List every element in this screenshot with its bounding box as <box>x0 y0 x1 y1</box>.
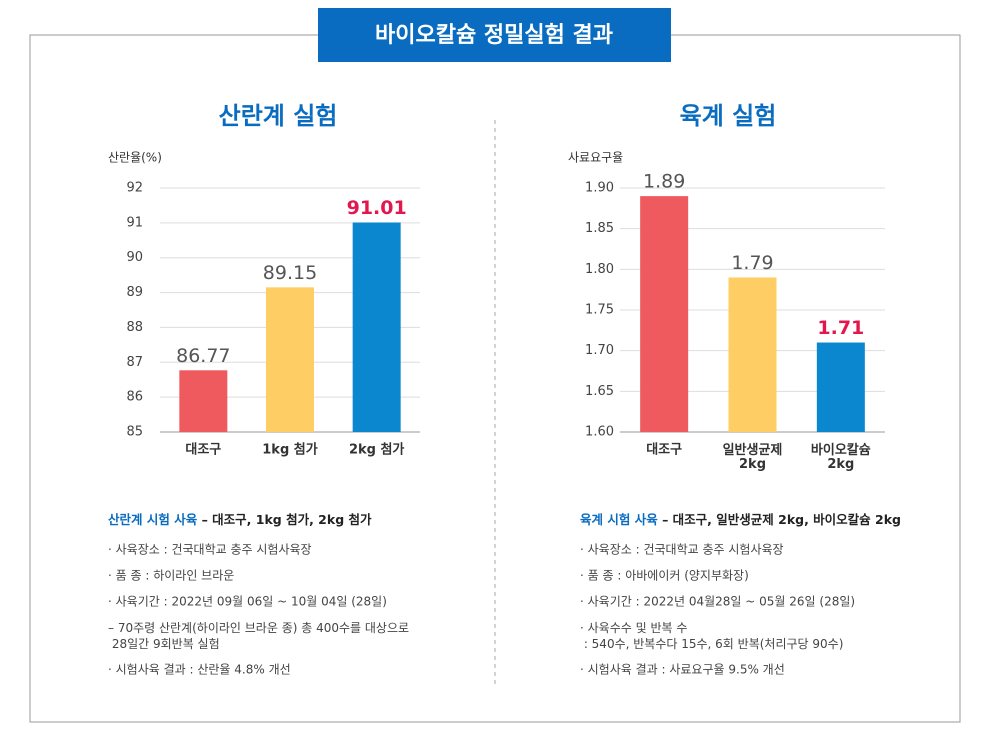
notes-heading: 육계 시험 사육 – 대조구, 일반생균제 2kg, 바이오칼슘 2kg <box>580 512 901 527</box>
note-item: · 사육기간 : 2022년 09월 06일 ~ 10월 04일 (28일) <box>108 595 387 609</box>
note-item: · 사육장소 : 건국대학교 충주 시험사육장 <box>580 543 784 557</box>
y-axis-label: 사료요구율 <box>568 151 623 165</box>
x-tick-label: 일반생균제 2kg <box>723 442 783 472</box>
y-tick-label: 1.75 <box>585 303 614 318</box>
chart-title: 육계 실험 <box>680 102 777 130</box>
note-item: – 70주령 산란계(하이라인 브라운 종) 총 400수를 대상으로 28일간… <box>108 621 409 651</box>
bar <box>266 287 314 432</box>
value-label: 91.01 <box>347 197 407 219</box>
bar <box>640 196 689 432</box>
bar <box>179 370 228 432</box>
y-tick-label: 1.90 <box>585 181 614 196</box>
y-tick-label: 89 <box>126 285 143 300</box>
y-tick-label: 88 <box>126 320 143 335</box>
heading-detail: – 대조구, 1kg 첨가, 2kg 첨가 <box>197 512 372 527</box>
y-tick-label: 1.60 <box>585 425 614 440</box>
note-item: · 시험사육 결과 : 사료요구율 9.5% 개선 <box>580 663 785 677</box>
y-tick-label: 1.70 <box>585 343 614 358</box>
y-tick-label: 87 <box>126 355 143 370</box>
x-tick-label: 대조구 <box>646 443 682 458</box>
value-label: 86.77 <box>176 345 230 367</box>
page-title: 바이오칼슘 정밀실험 결과 <box>375 22 613 48</box>
x-tick-label: 2kg 첨가 <box>349 442 404 458</box>
note-item: · 사육수수 및 반복 수 : 540수, 반복수다 15수, 6회 반복(처리… <box>580 621 843 651</box>
y-tick-label: 91 <box>126 215 143 230</box>
note-item: · 사육기간 : 2022년 04월28일 ~ 05월 26일 (28일) <box>580 595 855 609</box>
y-tick-label: 86 <box>126 390 143 405</box>
heading-label: 육계 시험 사육 <box>580 512 658 527</box>
y-tick-label: 1.65 <box>585 384 614 399</box>
bar <box>816 342 865 432</box>
chart-title: 산란계 실험 <box>219 102 338 130</box>
value-label: 89.15 <box>263 262 317 284</box>
bar <box>352 222 401 432</box>
y-axis-label: 산란율(%) <box>108 151 162 165</box>
title-banner <box>318 8 671 62</box>
x-tick-label: 바이오칼슘 2kg <box>811 442 871 472</box>
note-item: · 품 종 : 아바에이커 (양지부화장) <box>580 569 749 583</box>
x-tick-label: 대조구 <box>185 443 221 458</box>
y-tick-label: 1.85 <box>585 221 614 236</box>
note-item: · 사육장소 : 건국대학교 충주 시험사육장 <box>108 543 312 557</box>
heading-label: 산란계 시험 사육 <box>108 512 198 527</box>
value-label: 1.89 <box>643 171 685 193</box>
notes-heading: 산란계 시험 사육 – 대조구, 1kg 첨가, 2kg 첨가 <box>108 512 372 527</box>
y-tick-label: 92 <box>126 181 143 196</box>
heading-detail: – 대조구, 일반생균제 2kg, 바이오칼슘 2kg <box>658 512 901 527</box>
bar <box>728 277 777 432</box>
x-tick-label: 1kg 첨가 <box>262 442 317 458</box>
y-tick-label: 85 <box>126 425 143 440</box>
y-tick-label: 90 <box>126 250 143 265</box>
note-item: · 시험사육 결과 : 산란율 4.8% 개선 <box>108 663 291 677</box>
note-item: · 품 종 : 하이라인 브라운 <box>108 569 234 583</box>
value-label: 1.71 <box>817 317 864 339</box>
y-tick-label: 1.80 <box>585 262 614 277</box>
value-label: 1.79 <box>731 252 773 274</box>
